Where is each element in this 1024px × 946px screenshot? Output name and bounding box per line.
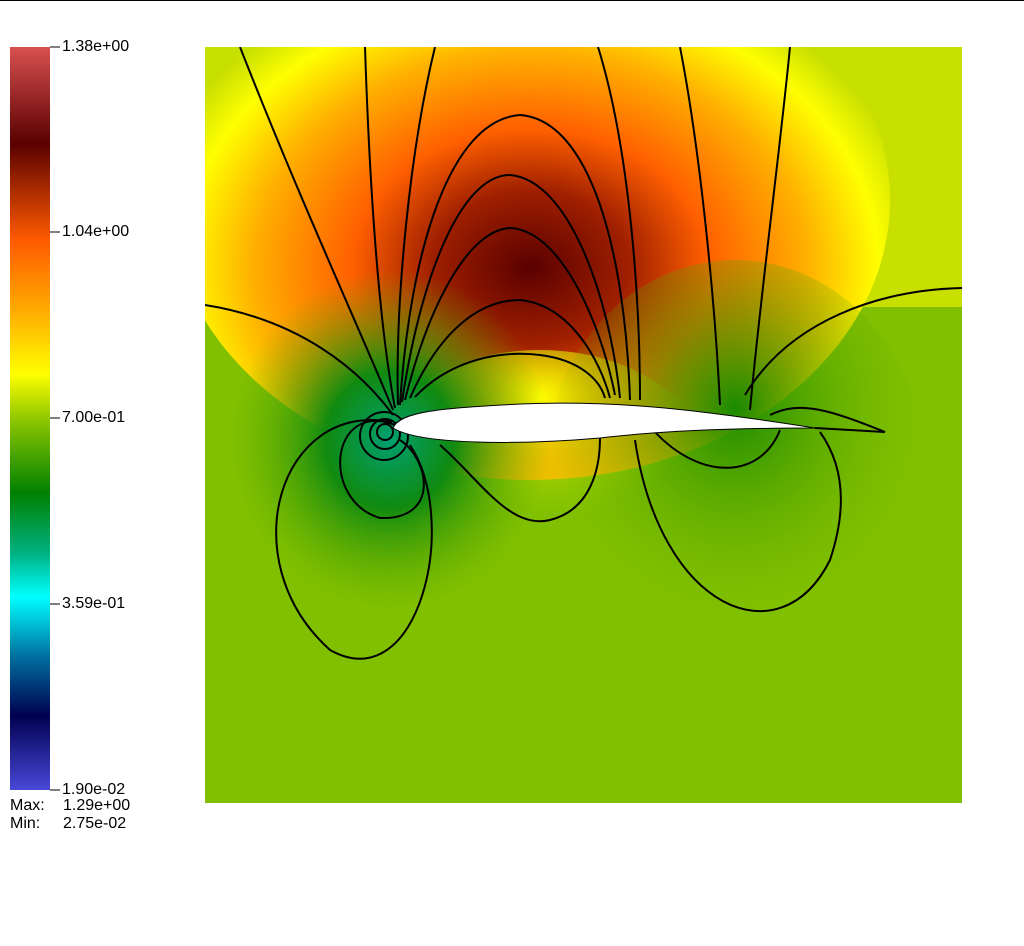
color-bar-ticks [50, 46, 60, 791]
airfoil [392, 402, 816, 443]
color-bar-label: 1.90e-02 [62, 781, 125, 798]
color-bar [10, 47, 50, 790]
max-label: Max: [10, 797, 45, 814]
color-bar-label: 3.59e-01 [62, 595, 125, 612]
min-label: Min: [10, 815, 40, 832]
max-value: 1.29e+00 [63, 797, 130, 814]
flow-field [205, 47, 962, 803]
color-bar-label: 7.00e-01 [62, 409, 125, 426]
color-bar-label: 1.38e+00 [62, 38, 129, 55]
min-value: 2.75e-02 [63, 815, 126, 832]
color-bar-label: 1.04e+00 [62, 223, 129, 240]
